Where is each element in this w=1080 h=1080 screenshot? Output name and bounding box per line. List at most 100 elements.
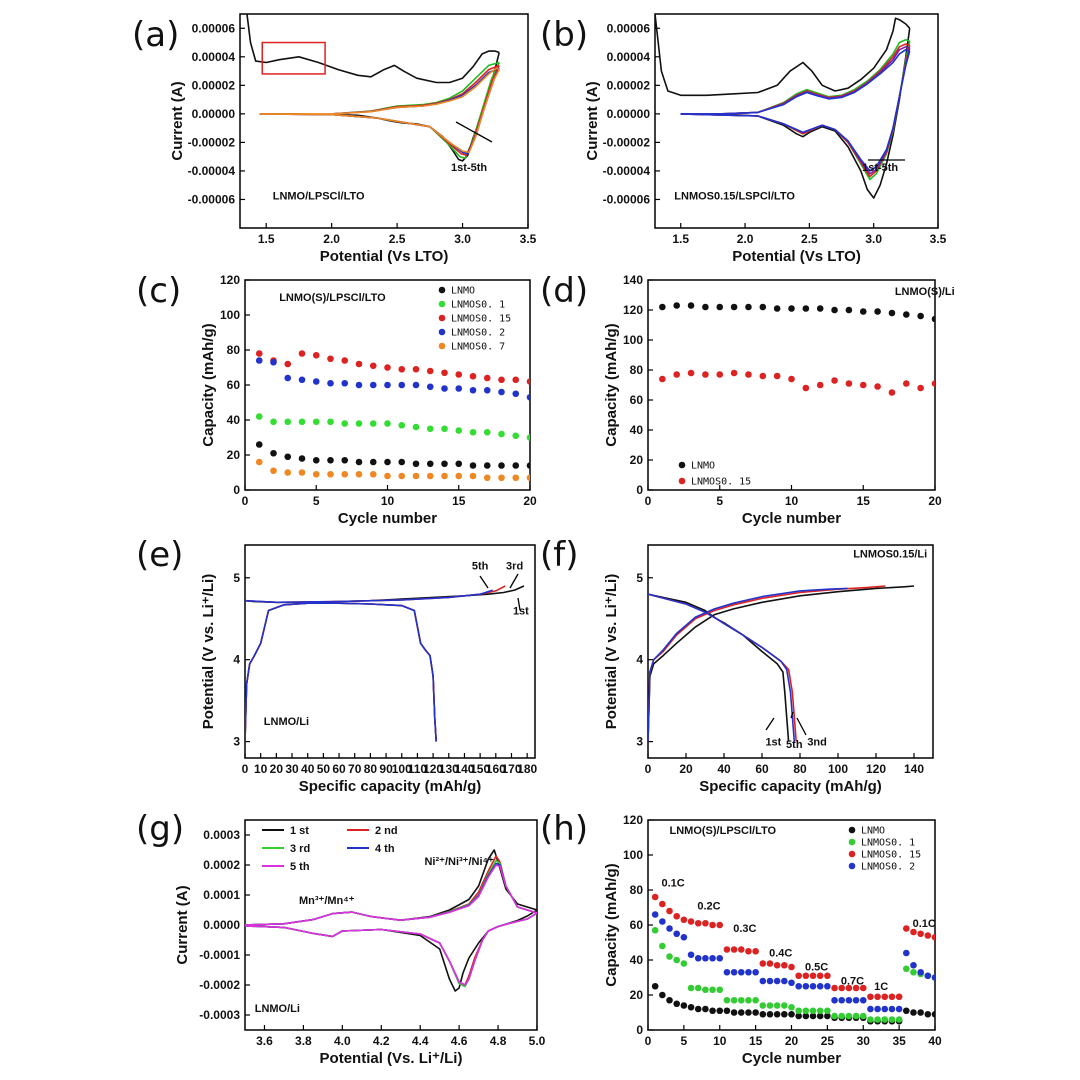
- data-point: [483, 428, 491, 436]
- y-tick-label: 60: [630, 918, 644, 932]
- data-point: [694, 919, 702, 927]
- chart-e-plot-area: [245, 585, 525, 742]
- x-tick-label: 0: [242, 494, 249, 508]
- y-tick-label: 0.00004: [607, 50, 651, 64]
- y-tick-label: 100: [623, 333, 643, 347]
- annotation: 0.1C: [661, 878, 684, 890]
- data-point: [483, 462, 491, 469]
- data-point: [426, 472, 434, 480]
- data-point: [512, 390, 520, 398]
- legend-label: LNMO: [691, 461, 715, 472]
- data-point: [766, 1010, 774, 1018]
- data-point: [270, 467, 277, 475]
- data-point: [680, 960, 688, 967]
- y-tick-label: 0.0000: [203, 918, 240, 932]
- data-point: [737, 946, 745, 953]
- panel-sample-label: LNMO/Li: [264, 716, 309, 728]
- x-tick-label: 2.5: [801, 232, 818, 246]
- x-tick-label: 3.5: [930, 232, 947, 246]
- data-point: [881, 1016, 889, 1023]
- x-axis-label: Cycle number: [742, 510, 841, 527]
- data-point: [255, 441, 263, 448]
- x-axis-label: Potential (Vs LTO): [320, 248, 449, 265]
- x-tick-label: 110: [408, 762, 428, 776]
- data-point: [673, 930, 680, 938]
- data-point: [831, 1012, 838, 1020]
- x-tick-label: 5: [313, 494, 320, 508]
- data-point: [526, 393, 530, 401]
- data-point: [723, 1007, 731, 1015]
- x-tick-label: 60: [332, 762, 346, 776]
- y-tick-label: -0.00006: [603, 192, 651, 206]
- data-point: [730, 946, 738, 953]
- data-point: [702, 303, 709, 311]
- data-point: [831, 984, 838, 992]
- data-point: [355, 420, 363, 427]
- data-point: [512, 462, 520, 469]
- legend-swatch: [438, 328, 446, 336]
- data-point: [327, 418, 334, 426]
- data-point: [694, 954, 702, 962]
- data-point: [809, 972, 817, 980]
- data-point: [924, 1010, 932, 1018]
- x-tick-label: 0: [645, 1034, 652, 1048]
- legend-label: LNMOS0. 7: [451, 342, 505, 353]
- series-line-cycle-1-discharge: [680, 28, 911, 199]
- x-tick-label: 3.0: [865, 232, 882, 246]
- x-tick-label: 10: [785, 494, 799, 508]
- data-point: [702, 371, 709, 378]
- annotation-arrow: [790, 711, 794, 719]
- data-point: [270, 449, 277, 457]
- data-point: [455, 427, 463, 434]
- data-point: [802, 305, 810, 312]
- y-tick-label: 0.0003: [203, 828, 240, 842]
- x-tick-label: 20: [523, 494, 537, 508]
- legend-swatch: [438, 314, 446, 322]
- data-point: [859, 381, 867, 389]
- data-point: [723, 996, 731, 1004]
- legend-swatch: [438, 300, 446, 308]
- annotation: Ni²⁺/Ni³⁺/Ni⁴⁺: [424, 856, 493, 868]
- data-point: [270, 418, 277, 426]
- data-point: [369, 381, 377, 389]
- data-point: [441, 472, 448, 480]
- data-point: [895, 1005, 903, 1013]
- data-point: [398, 381, 406, 389]
- data-point: [666, 996, 673, 1004]
- data-point: [759, 372, 767, 380]
- data-point: [651, 911, 659, 918]
- data-point: [498, 462, 505, 469]
- data-point: [802, 384, 810, 392]
- data-point: [903, 925, 910, 932]
- y-tick-label: -0.00002: [188, 135, 236, 149]
- data-point: [910, 968, 917, 976]
- y-tick-label: -0.0001: [199, 948, 240, 962]
- y-tick-label: 0: [636, 1023, 643, 1037]
- y-tick-label: 100: [220, 308, 240, 322]
- data-point: [255, 458, 263, 466]
- x-tick-label: 100: [392, 762, 412, 776]
- y-tick-label: 0.00000: [192, 107, 236, 121]
- annotation-arrow: [765, 717, 775, 731]
- legend-label: LNMOS0. 2: [451, 328, 505, 339]
- data-point: [298, 418, 306, 426]
- y-tick-label: 80: [227, 343, 241, 357]
- data-point: [512, 432, 520, 440]
- annotation: 1st-5th: [451, 162, 487, 174]
- data-point: [917, 384, 924, 392]
- data-point: [752, 947, 759, 955]
- data-point: [903, 965, 910, 973]
- data-point: [852, 1012, 860, 1020]
- y-tick-label: -0.0002: [199, 978, 240, 992]
- annotation: 0.7C: [841, 976, 864, 988]
- data-point: [369, 420, 377, 427]
- chart-f-frame: [647, 544, 934, 759]
- y-tick-label: 140: [623, 273, 643, 287]
- annotation: Mn³⁺/Mn⁴⁺: [299, 895, 355, 907]
- x-tick-label: 5.0: [529, 1034, 546, 1048]
- y-tick-label: 40: [227, 413, 241, 427]
- panel-h-letter: (h): [540, 809, 588, 849]
- data-point: [469, 472, 477, 480]
- data-point: [441, 460, 448, 468]
- x-tick-label: 4.2: [373, 1034, 390, 1048]
